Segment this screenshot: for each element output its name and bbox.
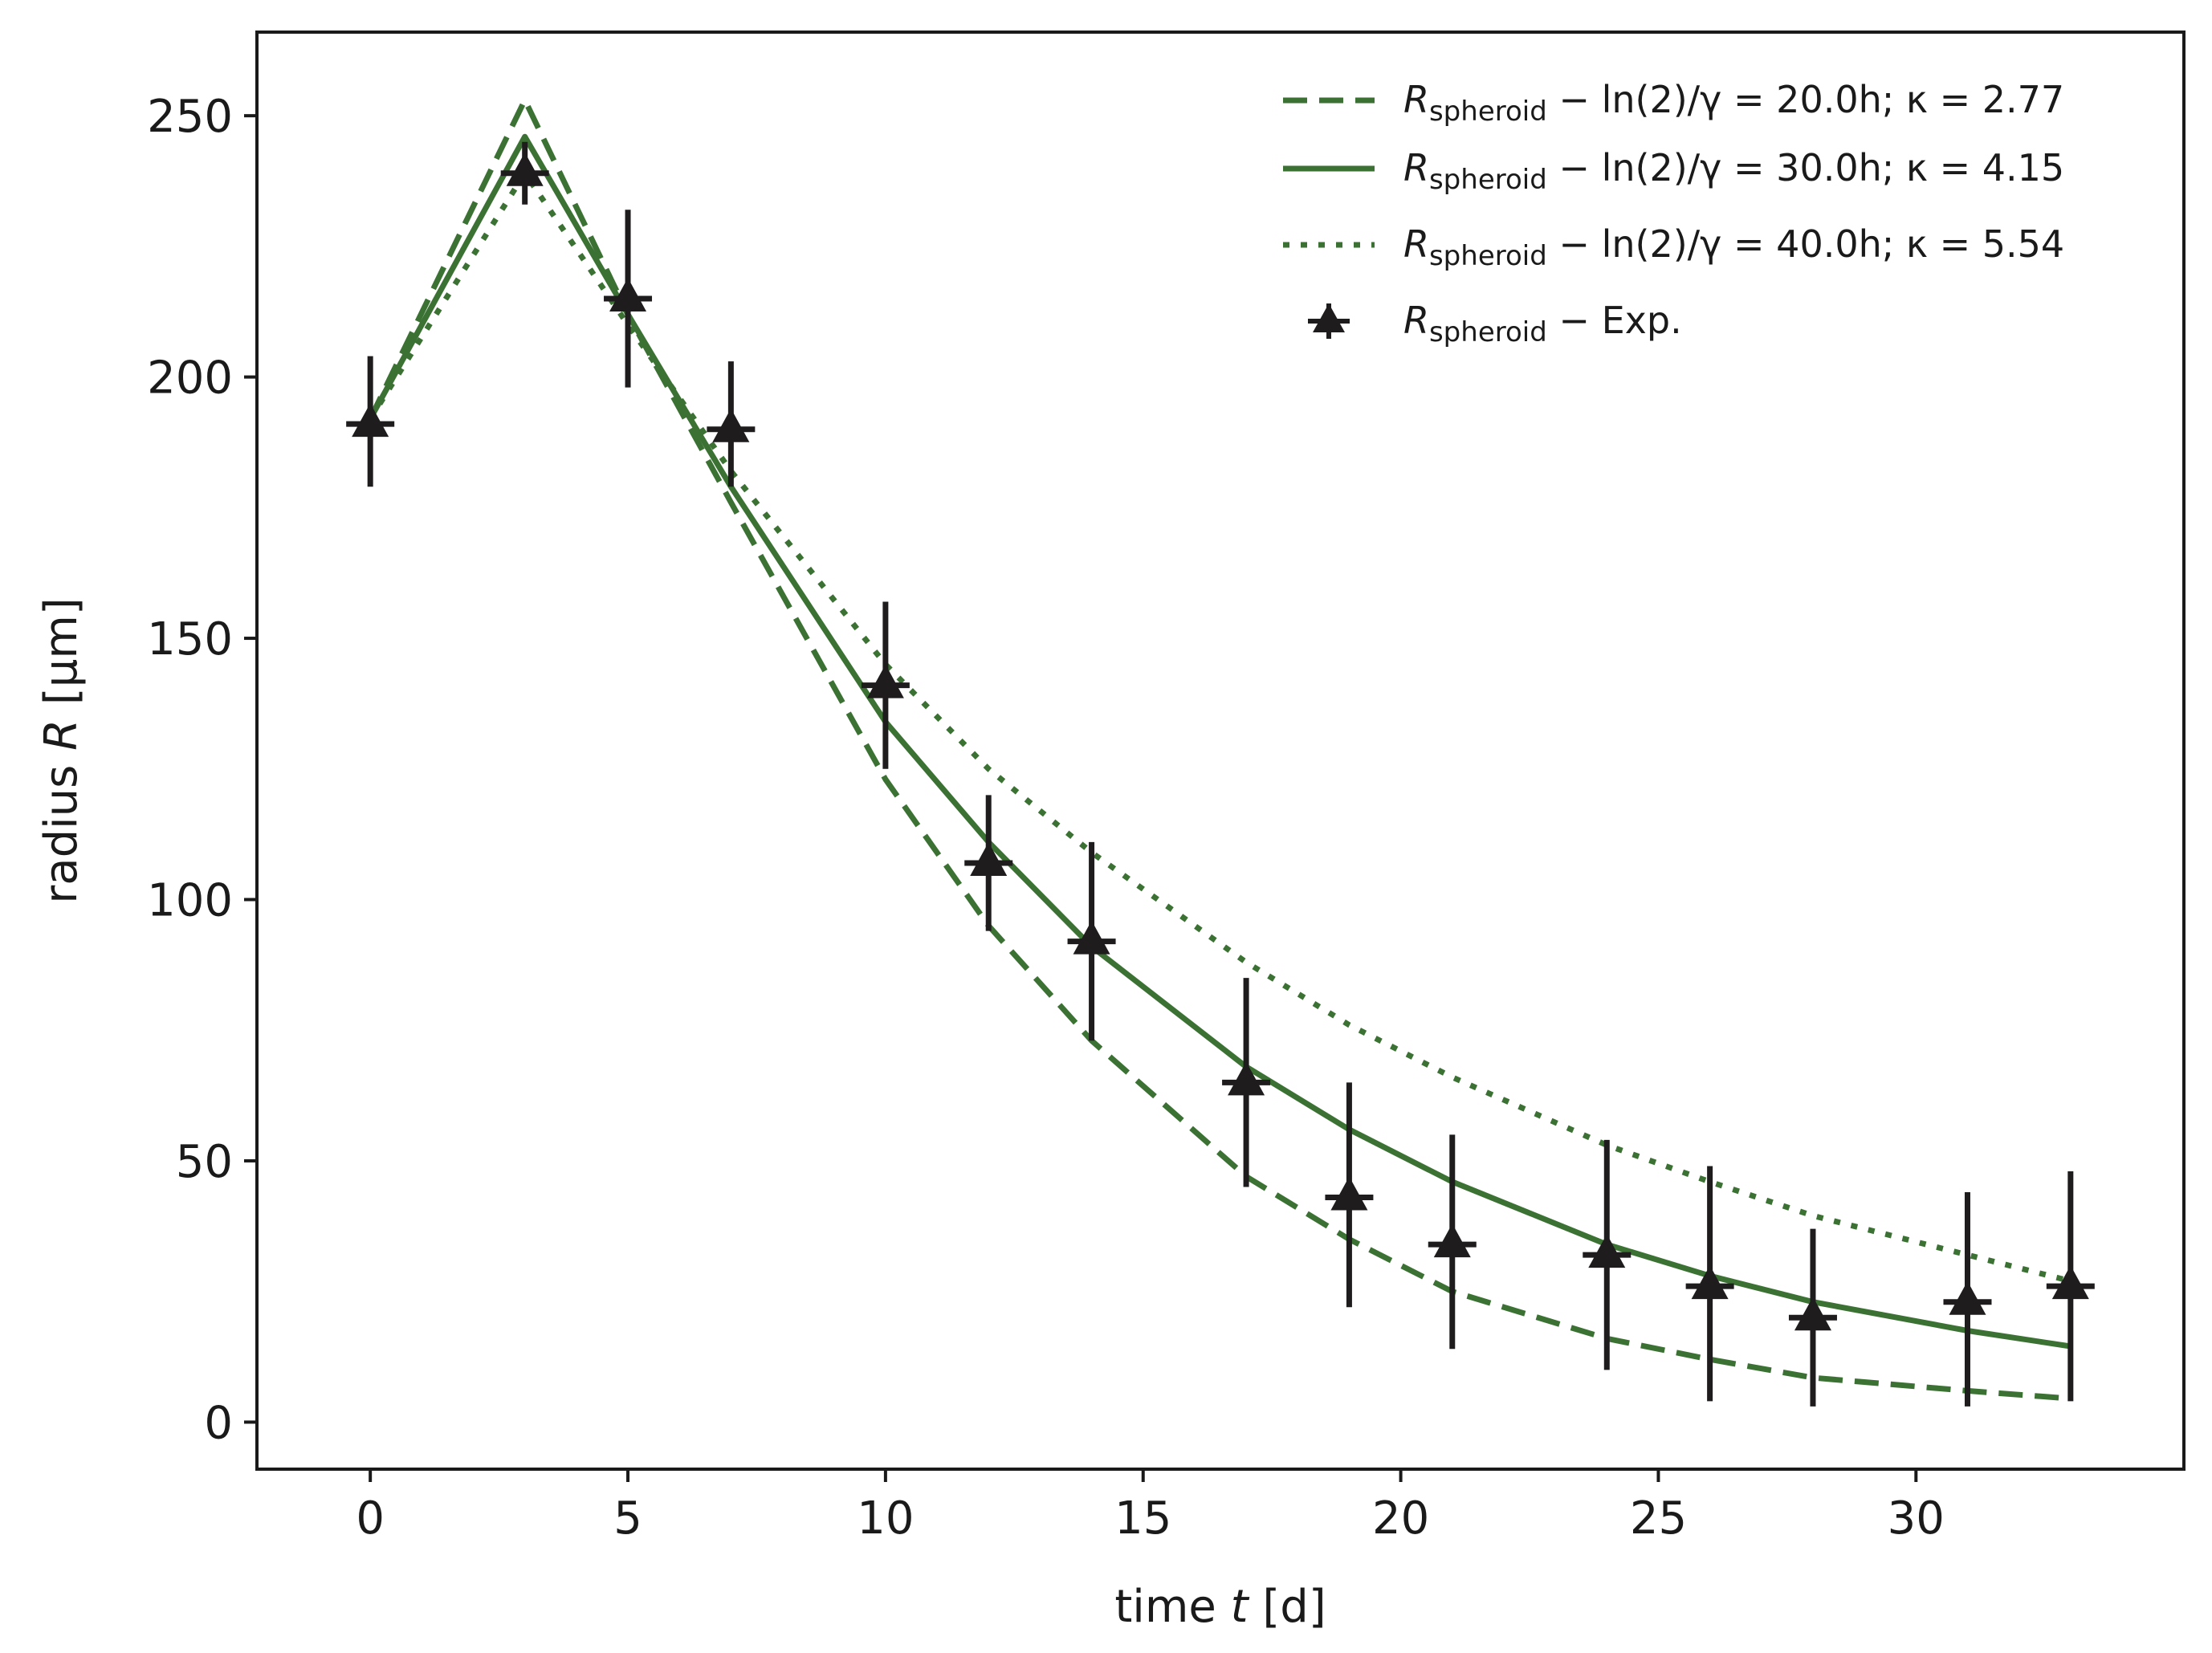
- axes-frame: [255, 31, 2186, 1471]
- x-tick-label: 0: [356, 1492, 385, 1545]
- legend-label-text: − ln(2)/γ = 30.0h; κ = 4.15: [1547, 146, 2064, 189]
- x-axis-label-prefix: time: [1114, 1581, 1230, 1633]
- legend-label-dashed: Rspheroid − ln(2)/γ = 20.0h; κ = 2.77: [1403, 78, 2064, 128]
- data-point-marker: [712, 408, 750, 442]
- data-point-marker: [609, 277, 647, 311]
- y-axis-label-var: R: [35, 719, 88, 751]
- x-axis-label-suffix: [d]: [1249, 1581, 1326, 1633]
- y-tick-label: 150: [147, 613, 233, 666]
- y-tick-label: 200: [147, 352, 233, 405]
- legend-label-symbol: R: [1403, 78, 1429, 121]
- x-tick-label: 30: [1888, 1492, 1945, 1545]
- data-point-marker: [1073, 920, 1110, 955]
- legend-label-dotted: Rspheroid − ln(2)/γ = 40.0h; κ = 5.54: [1403, 222, 2064, 272]
- data-point-marker: [1794, 1297, 1831, 1331]
- legend-label-symbol: R: [1403, 222, 1429, 266]
- legend-label-subscript: spheroid: [1429, 164, 1547, 196]
- legend-label-subscript: spheroid: [1429, 316, 1547, 348]
- legend-label-solid: Rspheroid − ln(2)/γ = 30.0h; κ = 4.15: [1403, 146, 2064, 196]
- legend-label-subscript: spheroid: [1429, 96, 1547, 128]
- legend-label-symbol: R: [1403, 146, 1429, 189]
- x-tick-label: 25: [1630, 1492, 1687, 1545]
- y-tick-label: 250: [147, 91, 233, 143]
- legend: Rspheroid − ln(2)/γ = 20.0h; κ = 2.77Rsp…: [1283, 78, 2064, 348]
- legend-label-experiment: Rspheroid − Exp.: [1403, 299, 1682, 348]
- y-ticks: 0 50 100 150 200 250: [147, 91, 257, 1449]
- y-axis-label: radius R [μm]: [35, 597, 88, 904]
- x-tick-label: 15: [1114, 1492, 1171, 1545]
- data-point-marker: [506, 152, 544, 186]
- x-tick-label: 5: [613, 1492, 642, 1545]
- y-tick-label: 0: [204, 1397, 233, 1449]
- x-tick-label: 10: [857, 1492, 914, 1545]
- data-point-marker: [2051, 1265, 2089, 1300]
- x-tick-label: 20: [1372, 1492, 1429, 1545]
- markers-layer: [346, 152, 2095, 1331]
- y-tick-label: 100: [147, 875, 233, 927]
- data-point-marker: [866, 664, 904, 698]
- data-point-marker: [1330, 1176, 1368, 1211]
- legend-swatch-marker: [1313, 303, 1345, 332]
- x-ticks: 0 5 10 15 20 25 30: [356, 1469, 1945, 1545]
- y-tick-label: 50: [176, 1136, 233, 1188]
- legend-label-subscript: spheroid: [1429, 240, 1547, 272]
- data-point-marker: [1949, 1280, 1986, 1315]
- legend-label-text: − Exp.: [1547, 299, 1682, 342]
- data-point-marker: [1433, 1223, 1471, 1258]
- y-axis-label-suffix: [μm]: [35, 597, 88, 719]
- legend-label-text: − ln(2)/γ = 40.0h; κ = 5.54: [1547, 222, 2064, 266]
- x-axis-label: time t [d]: [1114, 1581, 1326, 1633]
- y-axis-label-prefix: radius: [35, 751, 88, 904]
- data-point-marker: [970, 841, 1008, 876]
- data-point-marker: [352, 403, 389, 438]
- data-point-marker: [1228, 1061, 1265, 1096]
- x-axis-label-var: t: [1231, 1581, 1250, 1633]
- legend-label-symbol: R: [1403, 299, 1429, 342]
- data-point-marker: [1588, 1234, 1626, 1268]
- series-line-dotted: [368, 170, 2071, 1285]
- data-point-marker: [1691, 1265, 1729, 1300]
- legend-label-text: − ln(2)/γ = 20.0h; κ = 2.77: [1547, 78, 2064, 121]
